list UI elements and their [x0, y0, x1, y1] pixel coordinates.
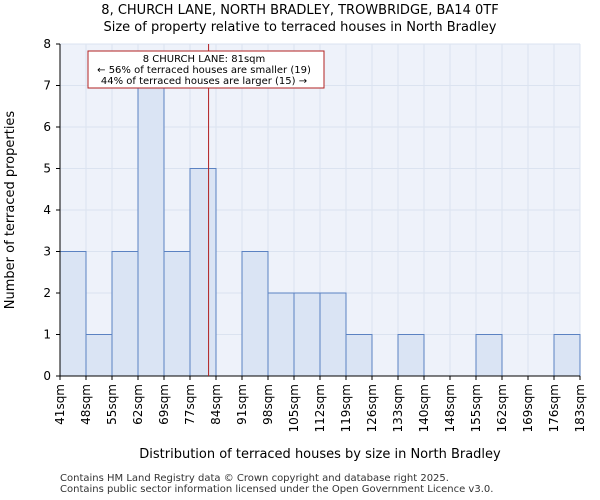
annotation-line: ← 56% of terraced houses are smaller (19…	[97, 65, 311, 76]
x-tick-label: 84sqm	[209, 384, 223, 425]
x-tick-label: 169sqm	[521, 384, 535, 432]
x-tick-label: 105sqm	[287, 384, 301, 432]
bar-112sqm	[319, 292, 347, 377]
chart-subtitle: Size of property relative to terraced ho…	[103, 20, 497, 35]
x-tick-label: 126sqm	[365, 384, 379, 432]
y-tick-label: 3	[43, 245, 51, 259]
x-tick-label: 112sqm	[313, 384, 327, 432]
x-tick-label: 62sqm	[131, 384, 145, 425]
y-tick-label: 4	[43, 203, 51, 217]
y-tick-label: 1	[43, 328, 51, 342]
x-tick-label: 176sqm	[547, 384, 561, 432]
x-tick-label: 162sqm	[495, 384, 509, 432]
x-tick-label: 69sqm	[157, 384, 171, 425]
x-tick-label: 77sqm	[183, 384, 197, 425]
bar-119sqm	[345, 334, 373, 377]
bar-69sqm	[163, 251, 191, 377]
bar-105sqm	[293, 292, 321, 377]
x-tick-label: 183sqm	[573, 384, 587, 432]
bar-98sqm	[267, 292, 295, 377]
bar-41sqm	[59, 251, 87, 377]
chart-title: 8, CHURCH LANE, NORTH BRADLEY, TROWBRIDG…	[101, 3, 499, 18]
x-tick-label: 140sqm	[417, 384, 431, 432]
y-tick-labels: 0 1 2 3 4 5 6 7 8	[43, 37, 60, 383]
bar-62sqm	[137, 85, 165, 377]
y-tick-label: 7	[43, 79, 51, 93]
x-tick-label: 91sqm	[235, 384, 249, 425]
x-tick-labels: 41sqm 48sqm 55sqm 62sqm 69sqm 77sqm 84sqm 91sqm…	[53, 376, 587, 432]
x-tick-label: 55sqm	[105, 384, 119, 425]
y-tick-label: 6	[43, 120, 51, 134]
y-tick-label: 5	[43, 162, 51, 176]
x-tick-label: 133sqm	[391, 384, 405, 432]
annotation-border	[87, 50, 325, 89]
footer-licence: Contains public sector information licen…	[60, 484, 494, 495]
x-tick-label: 98sqm	[261, 384, 275, 425]
bar-48sqm	[85, 334, 113, 377]
footer-copyright: Contains HM Land Registry data © Crown c…	[60, 473, 449, 484]
x-tick-label: 148sqm	[443, 384, 457, 432]
x-tick-label: 48sqm	[79, 384, 93, 425]
x-tick-label: 41sqm	[53, 384, 67, 425]
bar-55sqm	[111, 251, 139, 377]
y-tick-label: 2	[43, 286, 51, 300]
bar-155sqm	[475, 334, 503, 377]
annotation-line: 8 CHURCH LANE: 81sqm	[143, 54, 266, 65]
y-axis-label: Number of terraced properties	[3, 111, 18, 310]
bar-176sqm	[553, 334, 581, 377]
bar-91sqm	[241, 251, 269, 377]
y-tick-label: 0	[43, 369, 51, 383]
bars	[59, 85, 581, 377]
x-tick-label: 119sqm	[339, 384, 353, 432]
annotation-box: 8 CHURCH LANE: 81sqm← 56% of terraced ho…	[87, 50, 325, 89]
y-tick-label: 8	[43, 37, 51, 51]
bar-133sqm	[397, 334, 425, 377]
x-tick-label: 155sqm	[469, 384, 483, 432]
bar-77sqm	[189, 168, 217, 377]
x-axis-label: Distribution of terraced houses by size …	[139, 447, 501, 462]
annotation-line: 44% of terraced houses are larger (15) →	[101, 76, 307, 87]
histogram-chart: 0 1 2 3 4 5 6 7 8 41sqm 48sqm 55sqm 62sqm 69sqm 77sqm…	[3, 37, 587, 462]
